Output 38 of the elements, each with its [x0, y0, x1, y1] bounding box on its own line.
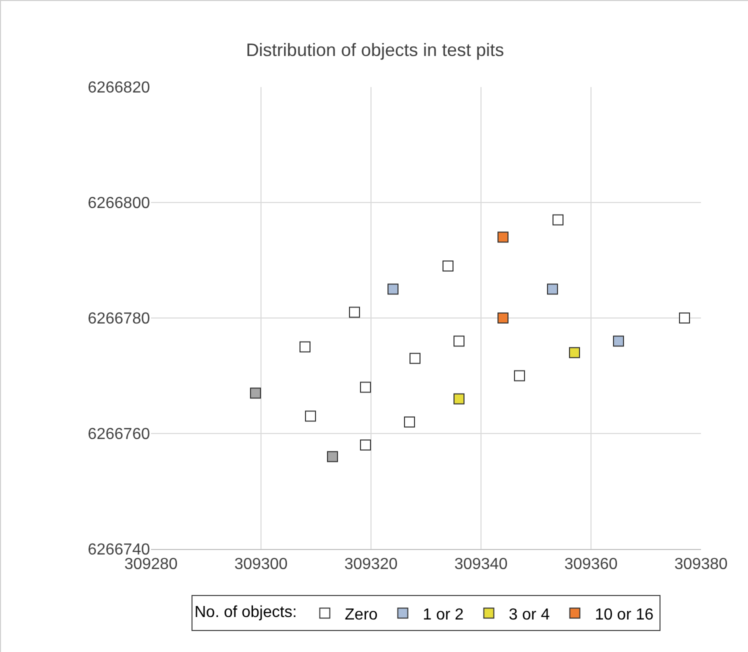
legend-label: 1 or 2 — [422, 606, 464, 624]
point — [454, 393, 464, 404]
point — [349, 306, 360, 318]
point — [679, 312, 690, 324]
point — [454, 336, 464, 347]
point — [613, 336, 624, 347]
x-tick-label: 309280 — [124, 556, 178, 574]
x-tick-label: 309360 — [564, 556, 618, 574]
point — [410, 352, 420, 364]
point — [514, 370, 525, 382]
point — [305, 410, 316, 422]
point — [404, 416, 415, 428]
y-tick-label: 6266740 — [88, 542, 150, 559]
point — [547, 284, 558, 295]
point — [442, 260, 454, 272]
x-tick-label: 309320 — [344, 556, 398, 574]
point — [388, 284, 398, 295]
chart-title: Distribution of objects in test pits — [246, 40, 504, 60]
point — [360, 382, 371, 393]
legend-label: 3 or 4 — [508, 606, 550, 624]
point — [250, 388, 261, 399]
point — [300, 341, 310, 352]
y-tick-label: 6266780 — [88, 310, 150, 328]
legend-label: Zero — [344, 606, 378, 624]
x-tick-label: 309340 — [454, 556, 508, 574]
point — [552, 214, 564, 226]
point — [569, 347, 580, 358]
y-tick-label: 6266820 — [88, 80, 150, 97]
y-tick-label: 6266760 — [88, 426, 150, 444]
point — [327, 451, 338, 462]
point — [360, 440, 371, 451]
legend-title: No. of objects: — [194, 604, 297, 621]
y-tick-label: 6266800 — [88, 195, 150, 212]
x-tick-label: 309300 — [234, 556, 288, 574]
point — [498, 232, 508, 243]
legend-label: 10 or 16 — [594, 606, 654, 624]
x-tick-label: 309380 — [674, 556, 728, 574]
point — [498, 312, 508, 324]
